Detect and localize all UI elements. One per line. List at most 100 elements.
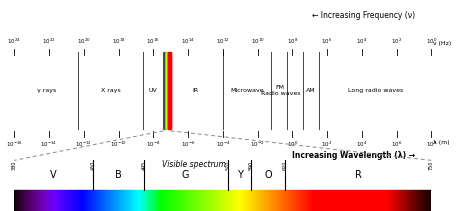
Bar (108, 190, 109, 211)
Bar (262, 190, 263, 211)
Bar (379, 190, 380, 211)
Bar (266, 190, 267, 211)
Bar (252, 190, 254, 211)
Bar (141, 190, 142, 211)
Bar (77, 190, 78, 211)
Text: FM
Radio waves: FM Radio waves (261, 85, 300, 96)
Bar (391, 190, 392, 211)
Bar (362, 190, 363, 211)
Bar (36, 190, 38, 211)
Bar (25, 190, 27, 211)
Bar (89, 190, 91, 211)
Text: AM: AM (306, 88, 316, 93)
Bar (210, 190, 212, 211)
Bar (291, 190, 292, 211)
Bar (39, 190, 41, 211)
Bar (150, 190, 152, 211)
Bar (91, 190, 92, 211)
Bar (50, 190, 52, 211)
Bar (56, 190, 57, 211)
Bar (20, 190, 21, 211)
Bar (47, 190, 49, 211)
Bar (128, 190, 129, 211)
Bar (82, 190, 84, 211)
Bar (408, 190, 409, 211)
Bar (416, 190, 418, 211)
Bar (105, 190, 106, 211)
Bar (228, 190, 230, 211)
Bar (32, 190, 34, 211)
Bar (395, 190, 397, 211)
Bar (327, 190, 328, 211)
Bar (203, 190, 205, 211)
Bar (87, 190, 88, 211)
Bar (267, 190, 269, 211)
Bar (385, 190, 387, 211)
Bar (164, 190, 166, 211)
Bar (328, 190, 330, 211)
Bar (284, 190, 285, 211)
Bar (68, 190, 70, 211)
Bar (28, 190, 29, 211)
Bar (177, 190, 178, 211)
Bar (226, 190, 227, 211)
Bar (155, 190, 156, 211)
Bar (358, 190, 359, 211)
Text: 620: 620 (283, 161, 287, 170)
Bar (306, 190, 308, 211)
Bar (181, 190, 182, 211)
Bar (24, 190, 25, 211)
Bar (412, 190, 413, 211)
Bar (369, 190, 370, 211)
Bar (196, 190, 198, 211)
Bar (45, 190, 46, 211)
Text: $10^{16}$: $10^{16}$ (146, 36, 160, 46)
Bar (370, 190, 372, 211)
Bar (336, 190, 337, 211)
Bar (263, 190, 264, 211)
Bar (111, 190, 113, 211)
Bar (374, 190, 376, 211)
Bar (303, 190, 305, 211)
Bar (367, 190, 369, 211)
Text: Microwave: Microwave (230, 88, 264, 93)
Text: $10^{4}$: $10^{4}$ (356, 140, 367, 149)
Bar (242, 190, 244, 211)
Bar (31, 190, 32, 211)
Bar (238, 190, 239, 211)
Bar (426, 190, 427, 211)
Bar (237, 190, 238, 211)
Bar (182, 190, 184, 211)
Bar (294, 190, 295, 211)
Bar (427, 190, 428, 211)
Bar (71, 190, 73, 211)
Bar (199, 190, 201, 211)
Text: $10^{0}$: $10^{0}$ (287, 140, 298, 149)
Text: IR: IR (192, 88, 199, 93)
Bar (44, 190, 45, 211)
Bar (244, 190, 245, 211)
Bar (352, 190, 354, 211)
Bar (323, 190, 324, 211)
Text: $10^{-6}$: $10^{-6}$ (181, 140, 195, 149)
Bar (60, 190, 62, 211)
Bar (421, 190, 423, 211)
Bar (129, 190, 131, 211)
Bar (423, 190, 424, 211)
Bar (305, 190, 306, 211)
Bar (201, 190, 202, 211)
Bar (219, 190, 220, 211)
Bar (337, 190, 338, 211)
Bar (64, 190, 66, 211)
Text: $10^{6}$: $10^{6}$ (321, 36, 333, 46)
Bar (149, 190, 150, 211)
Bar (127, 190, 128, 211)
Text: $10^{-12}$: $10^{-12}$ (75, 140, 92, 149)
Bar (42, 190, 44, 211)
Bar (387, 190, 388, 211)
Bar (166, 190, 167, 211)
Bar (208, 190, 209, 211)
Bar (34, 190, 35, 211)
Bar (249, 190, 251, 211)
Bar (92, 190, 93, 211)
